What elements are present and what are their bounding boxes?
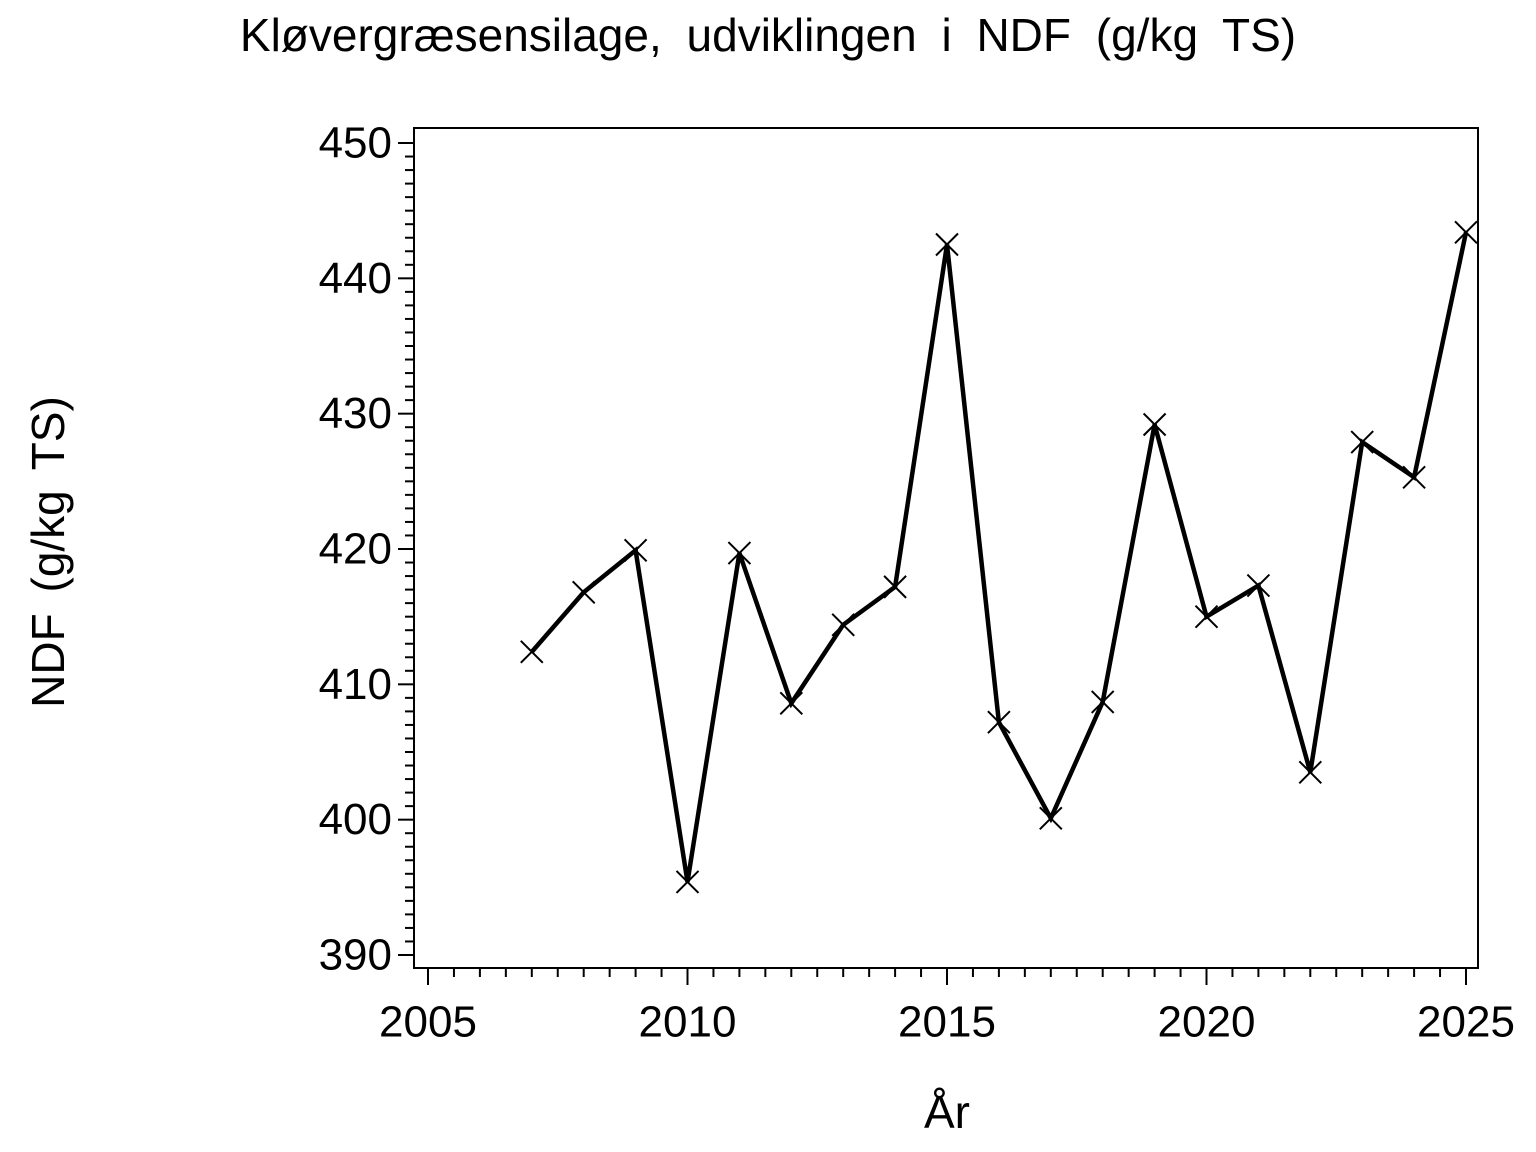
y-tick-label: 420: [319, 525, 392, 574]
y-axis: 390 400 410 420 430 440 450: [319, 119, 414, 980]
data-point-marker: [779, 691, 804, 715]
data-series: [520, 220, 1478, 894]
y-tick-label: 390: [319, 931, 392, 980]
data-point-marker: [1246, 573, 1271, 598]
x-tick-label: 2005: [379, 998, 477, 1047]
data-point-marker: [1454, 220, 1478, 245]
data-point-marker: [831, 613, 855, 637]
data-point-marker: [571, 580, 596, 605]
data-point-marker: [883, 575, 907, 599]
x-tick-label: 2015: [898, 998, 996, 1047]
x-axis-label: År: [924, 1086, 970, 1138]
data-point-marker: [1142, 412, 1167, 437]
data-point-marker: [1298, 760, 1323, 785]
y-tick-label: 450: [319, 119, 392, 168]
data-point-marker: [1350, 430, 1374, 454]
data-point-marker: [727, 541, 752, 565]
y-tick-label: 430: [319, 389, 392, 438]
y-tick-label: 410: [319, 660, 392, 709]
y-tick-label: 440: [319, 254, 392, 303]
data-point-marker: [1194, 604, 1219, 629]
x-tick-label: 2020: [1158, 998, 1256, 1047]
series-line: [530, 231, 1469, 883]
chart-title: Kløvergræsensilage, udviklingen i NDF (g…: [239, 9, 1297, 61]
y-axis-label: NDF (g/kg TS): [22, 396, 74, 708]
data-point-marker: [1039, 806, 1063, 831]
data-point-marker: [935, 232, 959, 257]
x-tick-label: 2010: [639, 998, 737, 1047]
x-axis: 2005 2010 2015 2020 2025: [379, 968, 1515, 1047]
x-tick-label: 2025: [1417, 998, 1515, 1047]
data-point-marker: [1090, 690, 1115, 714]
data-point-marker: [675, 870, 700, 894]
data-point-marker: [1402, 465, 1426, 489]
data-point-marker: [987, 710, 1011, 734]
data-point-marker: [623, 538, 648, 563]
data-point-marker: [520, 640, 544, 664]
y-tick-label: 400: [319, 795, 392, 844]
